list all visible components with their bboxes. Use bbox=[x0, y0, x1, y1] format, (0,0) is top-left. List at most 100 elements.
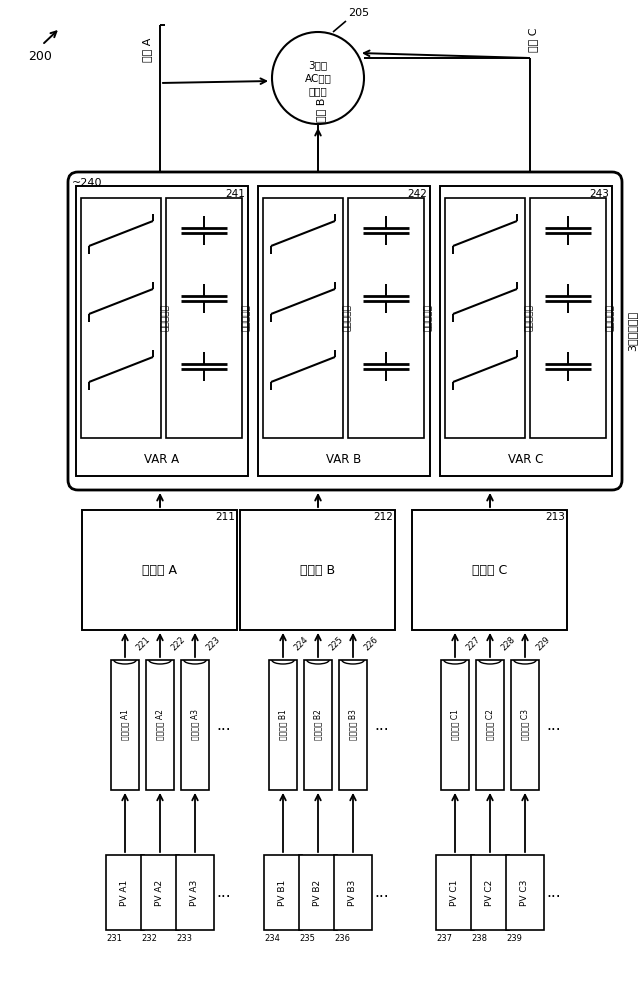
Bar bbox=[304, 660, 332, 790]
Bar bbox=[241, 510, 395, 630]
Text: 225: 225 bbox=[327, 634, 345, 652]
Text: 相位 C: 相位 C bbox=[528, 28, 538, 52]
Text: ...: ... bbox=[375, 885, 389, 900]
Text: 222: 222 bbox=[169, 634, 187, 652]
Text: 微逆变器 B2: 微逆变器 B2 bbox=[313, 710, 322, 740]
Text: 221: 221 bbox=[135, 634, 152, 652]
Text: 微逆变器 B3: 微逆变器 B3 bbox=[349, 710, 358, 740]
Text: ...: ... bbox=[547, 718, 561, 732]
Text: PV C3: PV C3 bbox=[521, 879, 530, 906]
Text: VAR B: VAR B bbox=[326, 453, 361, 466]
Bar bbox=[181, 660, 209, 790]
Text: ...: ... bbox=[217, 718, 231, 732]
Text: 开关电感器: 开关电感器 bbox=[160, 305, 169, 331]
Bar bbox=[83, 510, 238, 630]
Bar bbox=[530, 198, 606, 438]
Bar bbox=[176, 855, 214, 930]
Text: 组合器 B: 组合器 B bbox=[300, 564, 336, 576]
Text: 微逆变器 C2: 微逆变器 C2 bbox=[485, 710, 494, 740]
Text: 200: 200 bbox=[28, 50, 52, 63]
Bar bbox=[264, 855, 302, 930]
Text: 3相位: 3相位 bbox=[308, 60, 327, 70]
Bar bbox=[106, 855, 144, 930]
Bar bbox=[111, 660, 139, 790]
Text: PV B3: PV B3 bbox=[349, 879, 358, 906]
Text: 235: 235 bbox=[299, 934, 315, 943]
Text: 223: 223 bbox=[205, 634, 222, 652]
Text: 微逆变器 B1: 微逆变器 B1 bbox=[279, 710, 288, 740]
Text: 开关电感器: 开关电感器 bbox=[342, 305, 352, 331]
Text: 242: 242 bbox=[407, 189, 427, 199]
Text: 开关电容器: 开关电容器 bbox=[241, 305, 250, 331]
Text: 233: 233 bbox=[176, 934, 192, 943]
Text: 开关电感器: 开关电感器 bbox=[525, 305, 534, 331]
Bar bbox=[476, 660, 504, 790]
Text: VAR C: VAR C bbox=[508, 453, 544, 466]
Bar bbox=[263, 198, 343, 438]
Text: PV B1: PV B1 bbox=[279, 879, 288, 906]
Text: 232: 232 bbox=[141, 934, 157, 943]
Text: PV A1: PV A1 bbox=[121, 879, 130, 906]
Text: 接合点: 接合点 bbox=[309, 86, 327, 96]
Text: PV A2: PV A2 bbox=[155, 879, 164, 906]
Text: 微逆变器 A3: 微逆变器 A3 bbox=[191, 710, 200, 740]
Text: 205: 205 bbox=[348, 8, 369, 18]
Text: 226: 226 bbox=[363, 634, 380, 652]
Text: 224: 224 bbox=[293, 634, 310, 652]
Text: 微逆变器 A2: 微逆变器 A2 bbox=[155, 710, 164, 740]
Text: 211: 211 bbox=[216, 512, 236, 522]
Bar bbox=[81, 198, 161, 438]
Text: 234: 234 bbox=[264, 934, 280, 943]
Bar bbox=[436, 855, 474, 930]
Bar bbox=[166, 198, 242, 438]
Text: 3相位补偿器: 3相位补偿器 bbox=[627, 311, 637, 351]
Text: 231: 231 bbox=[106, 934, 122, 943]
Text: VAR A: VAR A bbox=[144, 453, 180, 466]
Text: PV C1: PV C1 bbox=[451, 879, 460, 906]
Text: 227: 227 bbox=[465, 634, 482, 652]
Text: 开关电容器: 开关电容器 bbox=[424, 305, 433, 331]
Bar bbox=[299, 855, 337, 930]
Bar bbox=[471, 855, 509, 930]
Bar bbox=[441, 660, 469, 790]
Bar bbox=[348, 198, 424, 438]
Bar bbox=[269, 660, 297, 790]
Text: 相位 A: 相位 A bbox=[142, 38, 152, 62]
Bar bbox=[258, 186, 430, 476]
Text: ~240: ~240 bbox=[72, 178, 103, 188]
Text: 组合器 C: 组合器 C bbox=[473, 564, 508, 576]
Text: 229: 229 bbox=[535, 634, 552, 652]
Bar bbox=[141, 855, 179, 930]
Text: 组合器 A: 组合器 A bbox=[143, 564, 177, 576]
Text: PV B2: PV B2 bbox=[313, 879, 322, 906]
Bar bbox=[413, 510, 568, 630]
Text: 微逆变器 C3: 微逆变器 C3 bbox=[521, 710, 530, 740]
Text: 238: 238 bbox=[471, 934, 487, 943]
Text: PV C2: PV C2 bbox=[485, 879, 494, 906]
Bar bbox=[334, 855, 372, 930]
Text: 相位 B: 相位 B bbox=[316, 98, 326, 122]
Bar bbox=[506, 855, 544, 930]
Text: 237: 237 bbox=[436, 934, 452, 943]
Bar bbox=[339, 660, 367, 790]
Bar bbox=[511, 660, 539, 790]
Text: 213: 213 bbox=[546, 512, 566, 522]
Text: PV A3: PV A3 bbox=[191, 879, 200, 906]
Text: 212: 212 bbox=[374, 512, 394, 522]
Text: ...: ... bbox=[375, 718, 389, 732]
Text: ...: ... bbox=[547, 885, 561, 900]
FancyBboxPatch shape bbox=[68, 172, 622, 490]
Text: 微逆变器 C1: 微逆变器 C1 bbox=[451, 710, 460, 740]
Text: 239: 239 bbox=[506, 934, 522, 943]
Text: 开关电容器: 开关电容器 bbox=[605, 305, 614, 331]
Text: AC电网: AC电网 bbox=[304, 73, 331, 83]
Text: 241: 241 bbox=[225, 189, 245, 199]
Bar bbox=[146, 660, 174, 790]
Text: 236: 236 bbox=[334, 934, 350, 943]
Bar bbox=[445, 198, 525, 438]
Text: 228: 228 bbox=[499, 634, 517, 652]
Bar bbox=[440, 186, 612, 476]
Text: 微逆变器 A1: 微逆变器 A1 bbox=[121, 710, 130, 740]
Bar bbox=[76, 186, 248, 476]
Text: 243: 243 bbox=[589, 189, 609, 199]
